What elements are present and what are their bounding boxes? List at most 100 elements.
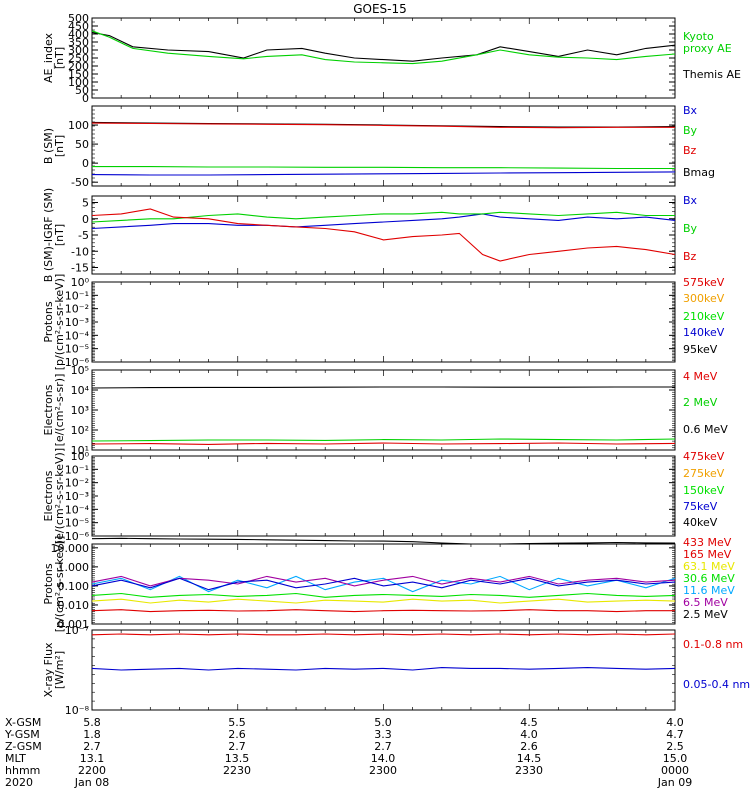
legend-item: 165 MeV bbox=[683, 548, 732, 561]
y-tick-label: 150 bbox=[68, 68, 89, 81]
x-row-value: 0000 bbox=[661, 764, 689, 777]
y-tick-label: 10⁻⁶ bbox=[65, 530, 90, 543]
x-row-value: 4.5 bbox=[520, 716, 538, 729]
x-row-value: 2.6 bbox=[228, 728, 246, 741]
y-tick-label: 200 bbox=[68, 60, 89, 73]
legend-item: 275keV bbox=[683, 467, 725, 480]
legend-item: 4 MeV bbox=[683, 370, 718, 383]
x-row-value: 13.1 bbox=[80, 752, 105, 765]
panel-bigrf: -15 -10 -5 0 5 B (SM)-IGRF (SM)[nT] Bx By Bz bbox=[42, 188, 698, 282]
y-tick-label: 0.100 bbox=[58, 580, 90, 593]
y-tick-label: -5 bbox=[78, 229, 89, 242]
x-row-value: 2.7 bbox=[83, 740, 101, 753]
y-tick-label: 50 bbox=[75, 138, 89, 151]
y-tick-label: 10⁻³ bbox=[65, 490, 89, 503]
y-tick-label: 500 bbox=[68, 12, 89, 25]
y-tick-label: 0.010 bbox=[58, 599, 90, 612]
y-tick-label: 350 bbox=[68, 36, 89, 49]
series-bz bbox=[91, 208, 676, 262]
y-axis-label: AE_index bbox=[42, 32, 55, 83]
legend-item: Bx bbox=[683, 194, 698, 207]
legend-item: By bbox=[683, 222, 698, 235]
legend-item: 0.6 MeV bbox=[683, 423, 728, 436]
y-tick-label: 0 bbox=[82, 92, 89, 105]
x-row-label: hhmm bbox=[5, 764, 40, 777]
y-tick-label: -15 bbox=[71, 262, 89, 275]
y-tick-label: 10⁰ bbox=[71, 276, 90, 289]
legend-item: 95keV bbox=[683, 343, 718, 356]
legend-item: 0.1-0.8 nm bbox=[683, 638, 743, 651]
y-tick-label: 100 bbox=[68, 76, 89, 89]
series-2-5-mev bbox=[91, 577, 676, 591]
panel-xray: 10⁻⁷ 10⁻⁸ X-ray Flux[W/m²] 0.1-0.8 nm 0.05-0… bbox=[42, 624, 750, 717]
legend-item: Kyoto bbox=[683, 30, 714, 43]
y-tick-label: 10³ bbox=[71, 404, 89, 417]
y-axis-label: [e/(cm²-s-sr-keV)] bbox=[53, 448, 66, 544]
legend-item: Bx bbox=[683, 104, 698, 117]
series-by bbox=[92, 166, 675, 170]
legend-item: Bz bbox=[683, 250, 697, 263]
y-axis-label: [nT] bbox=[53, 224, 66, 246]
plot-title: GOES-15 bbox=[353, 2, 407, 16]
y-axis-label: [p/(cm²-s-sr-keV)] bbox=[53, 536, 66, 633]
y-tick-label: 10⁻² bbox=[65, 477, 89, 490]
legend-item: 75keV bbox=[683, 500, 718, 513]
y-axis-label: B (SM) bbox=[42, 128, 55, 164]
x-row-value: 13.5 bbox=[225, 752, 250, 765]
y-axis-label: [e/(cm²-s-sr)] bbox=[53, 374, 66, 447]
y-axis-label: Protons bbox=[42, 301, 55, 342]
panel-protons2: 10.000 1.000 0.100 0.010 0.001 Protons[p/(cm²… bbox=[42, 536, 735, 633]
x-row-value: 5.8 bbox=[83, 716, 101, 729]
x-row-value: 2300 bbox=[369, 764, 397, 777]
x-row-label: 2020 bbox=[5, 776, 33, 789]
legend-item: 2 MeV bbox=[683, 396, 718, 409]
y-axis-label: [W/m²] bbox=[53, 651, 66, 689]
legend-item: 575keV bbox=[683, 276, 725, 289]
series-themis-ae bbox=[91, 31, 676, 62]
x-row-value: 14.0 bbox=[371, 752, 396, 765]
y-tick-label: 0 bbox=[82, 213, 89, 226]
y-tick-label: 450 bbox=[68, 20, 89, 33]
legend-item: 0.05-0.4 nm bbox=[683, 678, 750, 691]
y-tick-label: 10⁰ bbox=[71, 450, 90, 463]
y-tick-label: 50 bbox=[75, 84, 89, 97]
legend-item: Themis AE bbox=[682, 68, 741, 81]
y-tick-label: 10¹ bbox=[71, 444, 89, 457]
panel-frame bbox=[91, 455, 676, 537]
panel-frame bbox=[91, 543, 676, 625]
panels: 050100150200250300350400450500AE_index[n… bbox=[42, 12, 750, 717]
legend-item: 150keV bbox=[683, 484, 725, 497]
legend-item: Bmag bbox=[683, 166, 715, 179]
series-63-1-mev bbox=[91, 598, 676, 604]
panel-bsm: -50 0 50 100 B (SM)[nT] Bx By Bz Bmag bbox=[42, 104, 715, 189]
legend-item: 63.1 MeV bbox=[683, 560, 735, 573]
panel-electrons1: 10⁵ 10⁴ 10³ 10² 10¹ Electrons[e/(cm²-s-sr)] 4 … bbox=[42, 364, 728, 457]
y-tick-label: -10 bbox=[71, 245, 89, 258]
legend-item: 433 MeV bbox=[683, 536, 732, 549]
y-tick-label: 10⁻⁵ bbox=[65, 517, 89, 530]
x-row-value: 2.6 bbox=[520, 740, 538, 753]
y-axis-label: [nT] bbox=[53, 135, 66, 157]
x-row-value: 2200 bbox=[78, 764, 106, 777]
legend-item: 210keV bbox=[683, 310, 725, 323]
x-row-value: Jan 08 bbox=[74, 776, 109, 789]
series-433-mev bbox=[91, 537, 676, 545]
y-tick-label: 10⁻⁸ bbox=[65, 704, 90, 717]
y-tick-label: 10⁻³ bbox=[65, 316, 89, 329]
series-2-mev bbox=[91, 438, 676, 442]
series-bz bbox=[91, 122, 675, 129]
x-row-value: 1.8 bbox=[83, 728, 101, 741]
x-row-value: 14.5 bbox=[517, 752, 542, 765]
y-axis-label: [p/(cm²-s-sr-keV)] bbox=[53, 274, 66, 371]
y-axis-label: [nT] bbox=[53, 47, 66, 69]
y-axis-label: Electrons bbox=[42, 384, 55, 435]
series-0-05-0-4-nm bbox=[91, 667, 676, 671]
x-row-value: 15.0 bbox=[663, 752, 688, 765]
y-axis-label: X-ray Flux bbox=[42, 642, 55, 698]
x-row-value: 4.0 bbox=[666, 716, 684, 729]
y-tick-label: 10⁻² bbox=[65, 303, 89, 316]
